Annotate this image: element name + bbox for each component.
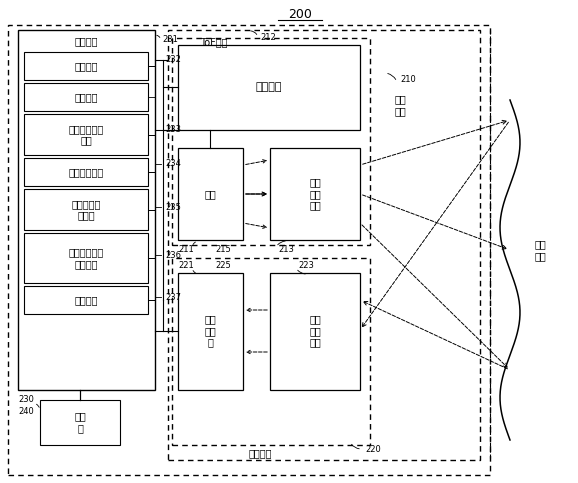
Bar	[24, 83, 148, 111]
Text: 外部
对象: 外部 对象	[534, 239, 546, 261]
Text: 统计单元: 统计单元	[74, 92, 98, 102]
Text: 236: 236	[165, 251, 181, 259]
Bar	[172, 38, 370, 245]
Text: 处理电路: 处理电路	[74, 36, 98, 46]
Text: 发射
组件: 发射 组件	[395, 94, 407, 116]
Text: 接收
光学
器件: 接收 光学 器件	[309, 314, 321, 348]
Text: 225: 225	[215, 261, 231, 270]
Bar	[178, 148, 243, 240]
Text: 212: 212	[260, 32, 276, 42]
Text: 233: 233	[165, 126, 181, 134]
Text: 231: 231	[162, 35, 178, 44]
Bar	[172, 258, 370, 445]
Text: 221: 221	[178, 261, 194, 270]
Text: 光电
传感
器: 光电 传感 器	[204, 314, 216, 348]
Text: 驱动电路: 驱动电路	[255, 82, 282, 92]
Text: 飞行时间获取
单元: 飞行时间获取 单元	[68, 124, 103, 145]
Bar	[270, 273, 360, 390]
Bar	[168, 30, 480, 460]
Text: 210: 210	[400, 75, 416, 85]
Text: 237: 237	[165, 293, 181, 301]
Bar	[24, 233, 148, 283]
Text: 232: 232	[165, 56, 181, 65]
Bar	[24, 52, 148, 80]
Text: 偏移补偿数据
生成单元: 偏移补偿数据 生成单元	[68, 247, 103, 269]
Bar	[178, 273, 243, 390]
Bar	[24, 286, 148, 314]
Bar	[178, 45, 360, 130]
Text: 光源: 光源	[204, 189, 216, 199]
Text: 235: 235	[165, 202, 181, 212]
Bar	[40, 400, 120, 445]
Text: 230: 230	[18, 396, 34, 404]
Bar	[18, 30, 155, 390]
Text: 发射
光学
器件: 发射 光学 器件	[309, 177, 321, 211]
Text: 计数单元: 计数单元	[74, 61, 98, 71]
Text: 220: 220	[365, 445, 381, 455]
Text: 特征数据获
取单元: 特征数据获 取单元	[71, 199, 101, 220]
Text: 213: 213	[278, 244, 294, 254]
Bar	[270, 148, 360, 240]
Text: 234: 234	[165, 159, 181, 169]
Bar	[24, 189, 148, 230]
Text: 修正单元: 修正单元	[74, 295, 98, 305]
Text: 240: 240	[18, 408, 34, 416]
Bar	[8, 25, 490, 475]
Text: 接收组件: 接收组件	[248, 448, 272, 458]
Text: 211: 211	[178, 244, 194, 254]
Text: 距离获取单元: 距离获取单元	[68, 167, 103, 177]
Bar	[24, 114, 148, 155]
Text: 存储
器: 存储 器	[74, 411, 86, 433]
Bar	[24, 158, 148, 186]
Text: 200: 200	[288, 8, 312, 20]
Text: 215: 215	[215, 244, 231, 254]
Text: ToF装置: ToF装置	[200, 37, 228, 47]
Text: 223: 223	[298, 261, 314, 270]
